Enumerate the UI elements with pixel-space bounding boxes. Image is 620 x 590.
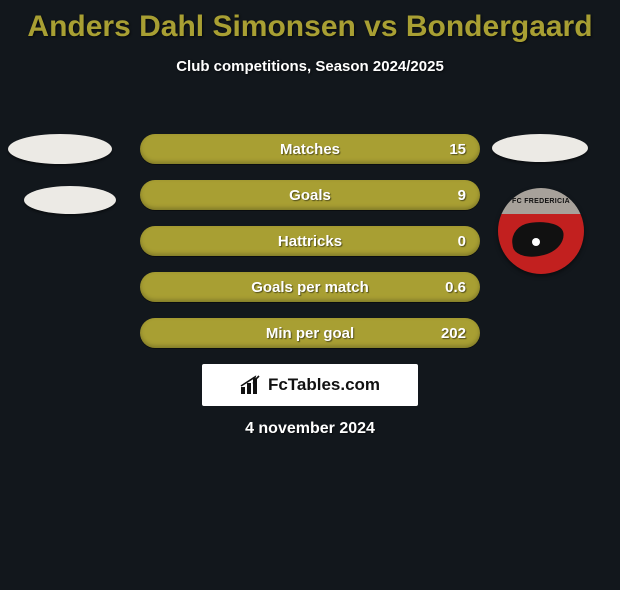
stat-bar: Min per goal202 (140, 318, 480, 348)
stat-bar-label: Min per goal (140, 318, 480, 348)
player-left-placeholder (8, 134, 112, 164)
stat-bar: Goals per match0.6 (140, 272, 480, 302)
club-crest-emblem (498, 214, 584, 274)
stat-bar-value: 0 (458, 226, 466, 256)
comparison-subtitle: Club competitions, Season 2024/2025 (0, 58, 620, 75)
stat-bar-value: 15 (449, 134, 466, 164)
fctables-logo: FcTables.com (202, 364, 418, 406)
fctables-logo-text: FcTables.com (268, 375, 380, 395)
snapshot-date: 4 november 2024 (0, 420, 620, 438)
stat-bar: Hattricks0 (140, 226, 480, 256)
stat-bar-value: 9 (458, 180, 466, 210)
stat-bar-label: Goals (140, 180, 480, 210)
stat-bar: Goals9 (140, 180, 480, 210)
player-right-placeholder (492, 134, 588, 162)
bars-icon (240, 375, 262, 395)
stat-bar-label: Matches (140, 134, 480, 164)
comparison-title: Anders Dahl Simonsen vs Bondergaard (0, 10, 620, 44)
club-crest: FC FREDERICIA (498, 188, 584, 274)
stat-bar-value: 0.6 (445, 272, 466, 302)
stat-bar-label: Hattricks (140, 226, 480, 256)
club-crest-name: FC FREDERICIA (498, 188, 584, 214)
stat-bar-value: 202 (441, 318, 466, 348)
stat-bar: Matches15 (140, 134, 480, 164)
stat-bar-label: Goals per match (140, 272, 480, 302)
stat-bars: Matches15 Goals9 Hattricks0 Goals per match… (140, 134, 480, 364)
player-left-placeholder (24, 186, 116, 214)
